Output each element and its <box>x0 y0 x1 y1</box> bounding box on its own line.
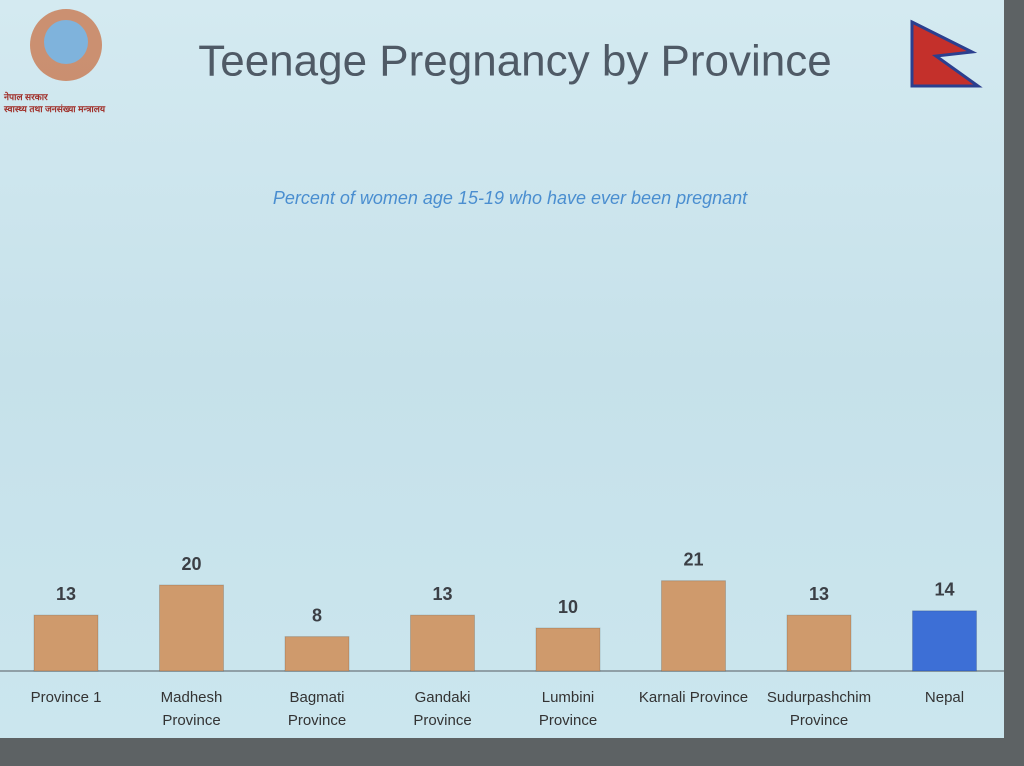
bar <box>159 584 224 672</box>
value-label: 21 <box>683 549 703 569</box>
x-tick-label: Madhesh Province <box>160 689 223 729</box>
bar <box>410 614 475 672</box>
bar <box>33 614 99 672</box>
bar <box>661 580 726 672</box>
bar <box>535 627 601 672</box>
value-label: 10 <box>558 597 578 617</box>
chart-title: Teenage Pregnancy by Province <box>198 37 832 86</box>
x-tick-label: Province 1 <box>30 689 102 706</box>
x-tick-label: Karnali Province <box>638 689 749 706</box>
slide: Teenage Pregnancy by Province Percent of… <box>0 0 1004 738</box>
x-tick-label: Bagmati Province <box>287 689 347 729</box>
x-tick-label: Nepal <box>924 689 965 706</box>
chart: Teenage Pregnancy by Province Percent of… <box>0 9 1004 672</box>
value-label: 13 <box>56 584 76 604</box>
chart-subtitle: Percent of women age 15-19 who have ever… <box>273 188 748 208</box>
bar <box>912 610 977 672</box>
x-tick-label: Gandaki Province <box>413 689 472 729</box>
value-label: 20 <box>181 554 201 574</box>
bar <box>786 614 852 672</box>
bar <box>284 636 350 672</box>
logo-text: स्वास्थ्य तथा जनसंख्या मन्त्रालय <box>4 104 106 114</box>
x-tick-label: Sudurpashchim Province <box>766 689 872 729</box>
logo-text: नेपाल सरकार <box>4 92 48 102</box>
x-tick-label: Lumbini Province <box>538 689 598 729</box>
emblem-center <box>44 20 88 64</box>
flag <box>910 19 983 88</box>
value-label: 14 <box>934 580 954 600</box>
value-label: 13 <box>432 584 452 604</box>
value-label: 8 <box>312 605 322 625</box>
value-label: 13 <box>809 584 829 604</box>
